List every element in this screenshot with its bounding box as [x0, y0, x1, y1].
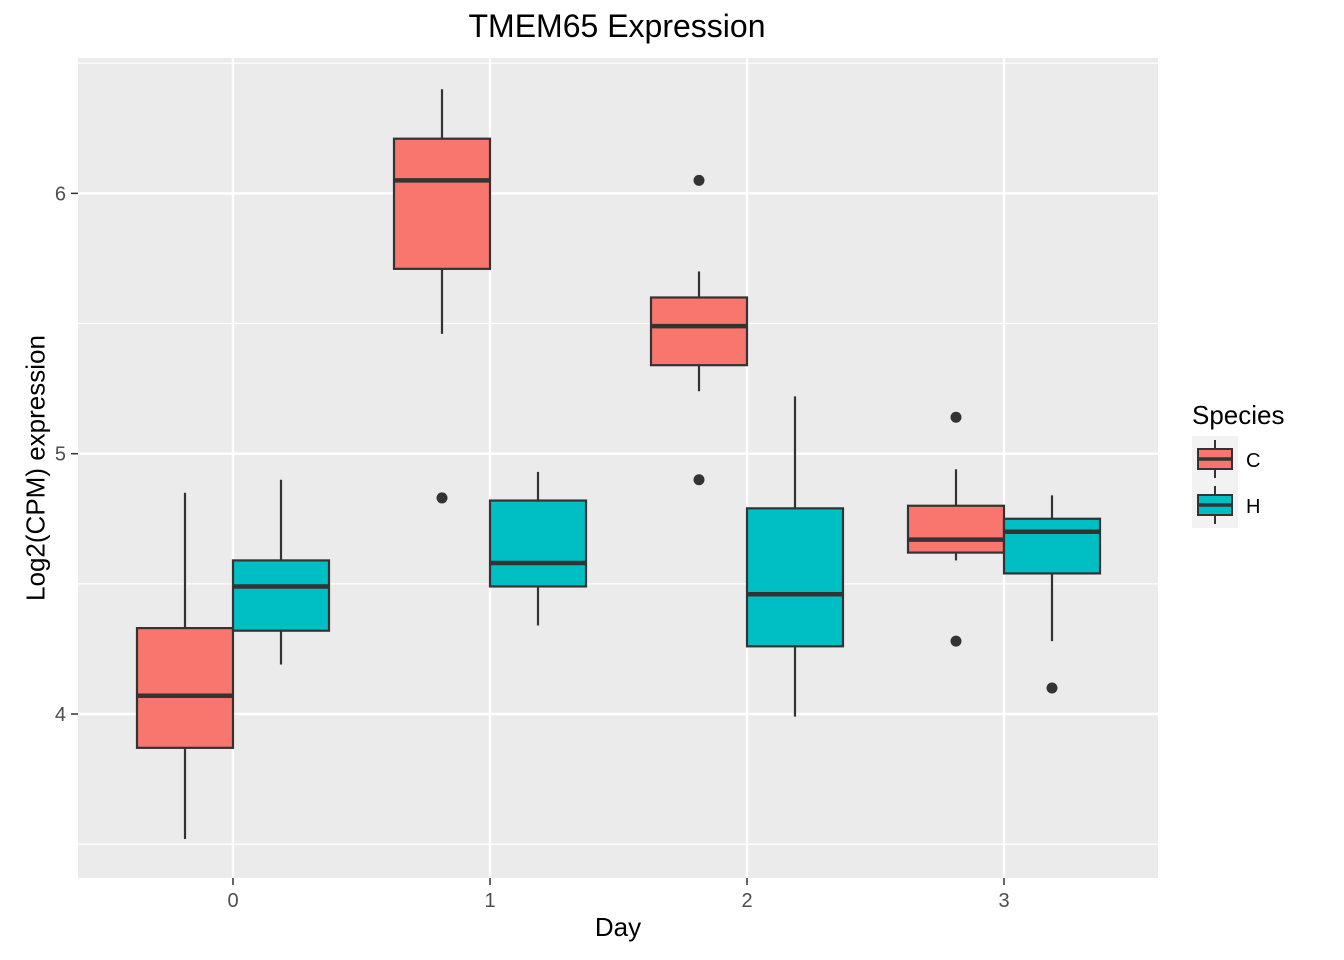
x-tick-label: 3	[998, 890, 1009, 912]
legend-label-H: H	[1246, 496, 1260, 518]
outlier-point	[436, 492, 448, 504]
y-tick-label: 6	[55, 183, 66, 205]
outlier-point	[693, 174, 705, 186]
outlier-point	[950, 411, 962, 423]
chart-title: TMEM65 Expression	[468, 8, 766, 44]
box-C-day-2	[649, 296, 749, 367]
plot-panel	[78, 58, 1158, 878]
box-H-day-1	[488, 499, 588, 588]
outlier-point	[693, 474, 705, 486]
x-tick-label: 0	[227, 890, 238, 912]
legend-label-C: C	[1246, 450, 1260, 472]
x-axis-title: Day	[594, 912, 642, 942]
box-H-day-3	[1002, 517, 1102, 575]
x-tick-label: 2	[741, 890, 752, 912]
box-C-day-0	[135, 626, 235, 749]
box-H-day-2	[745, 507, 845, 648]
box-C-day-1	[392, 137, 492, 270]
outlier-point	[1046, 682, 1058, 694]
outlier-point	[950, 635, 962, 647]
legend-title: Species	[1192, 400, 1285, 430]
x-tick-label: 1	[484, 890, 495, 912]
box-C-day-3	[906, 504, 1006, 554]
box-H-day-0	[231, 559, 331, 632]
y-tick-label: 5	[55, 444, 66, 466]
y-tick-label: 4	[55, 704, 66, 726]
